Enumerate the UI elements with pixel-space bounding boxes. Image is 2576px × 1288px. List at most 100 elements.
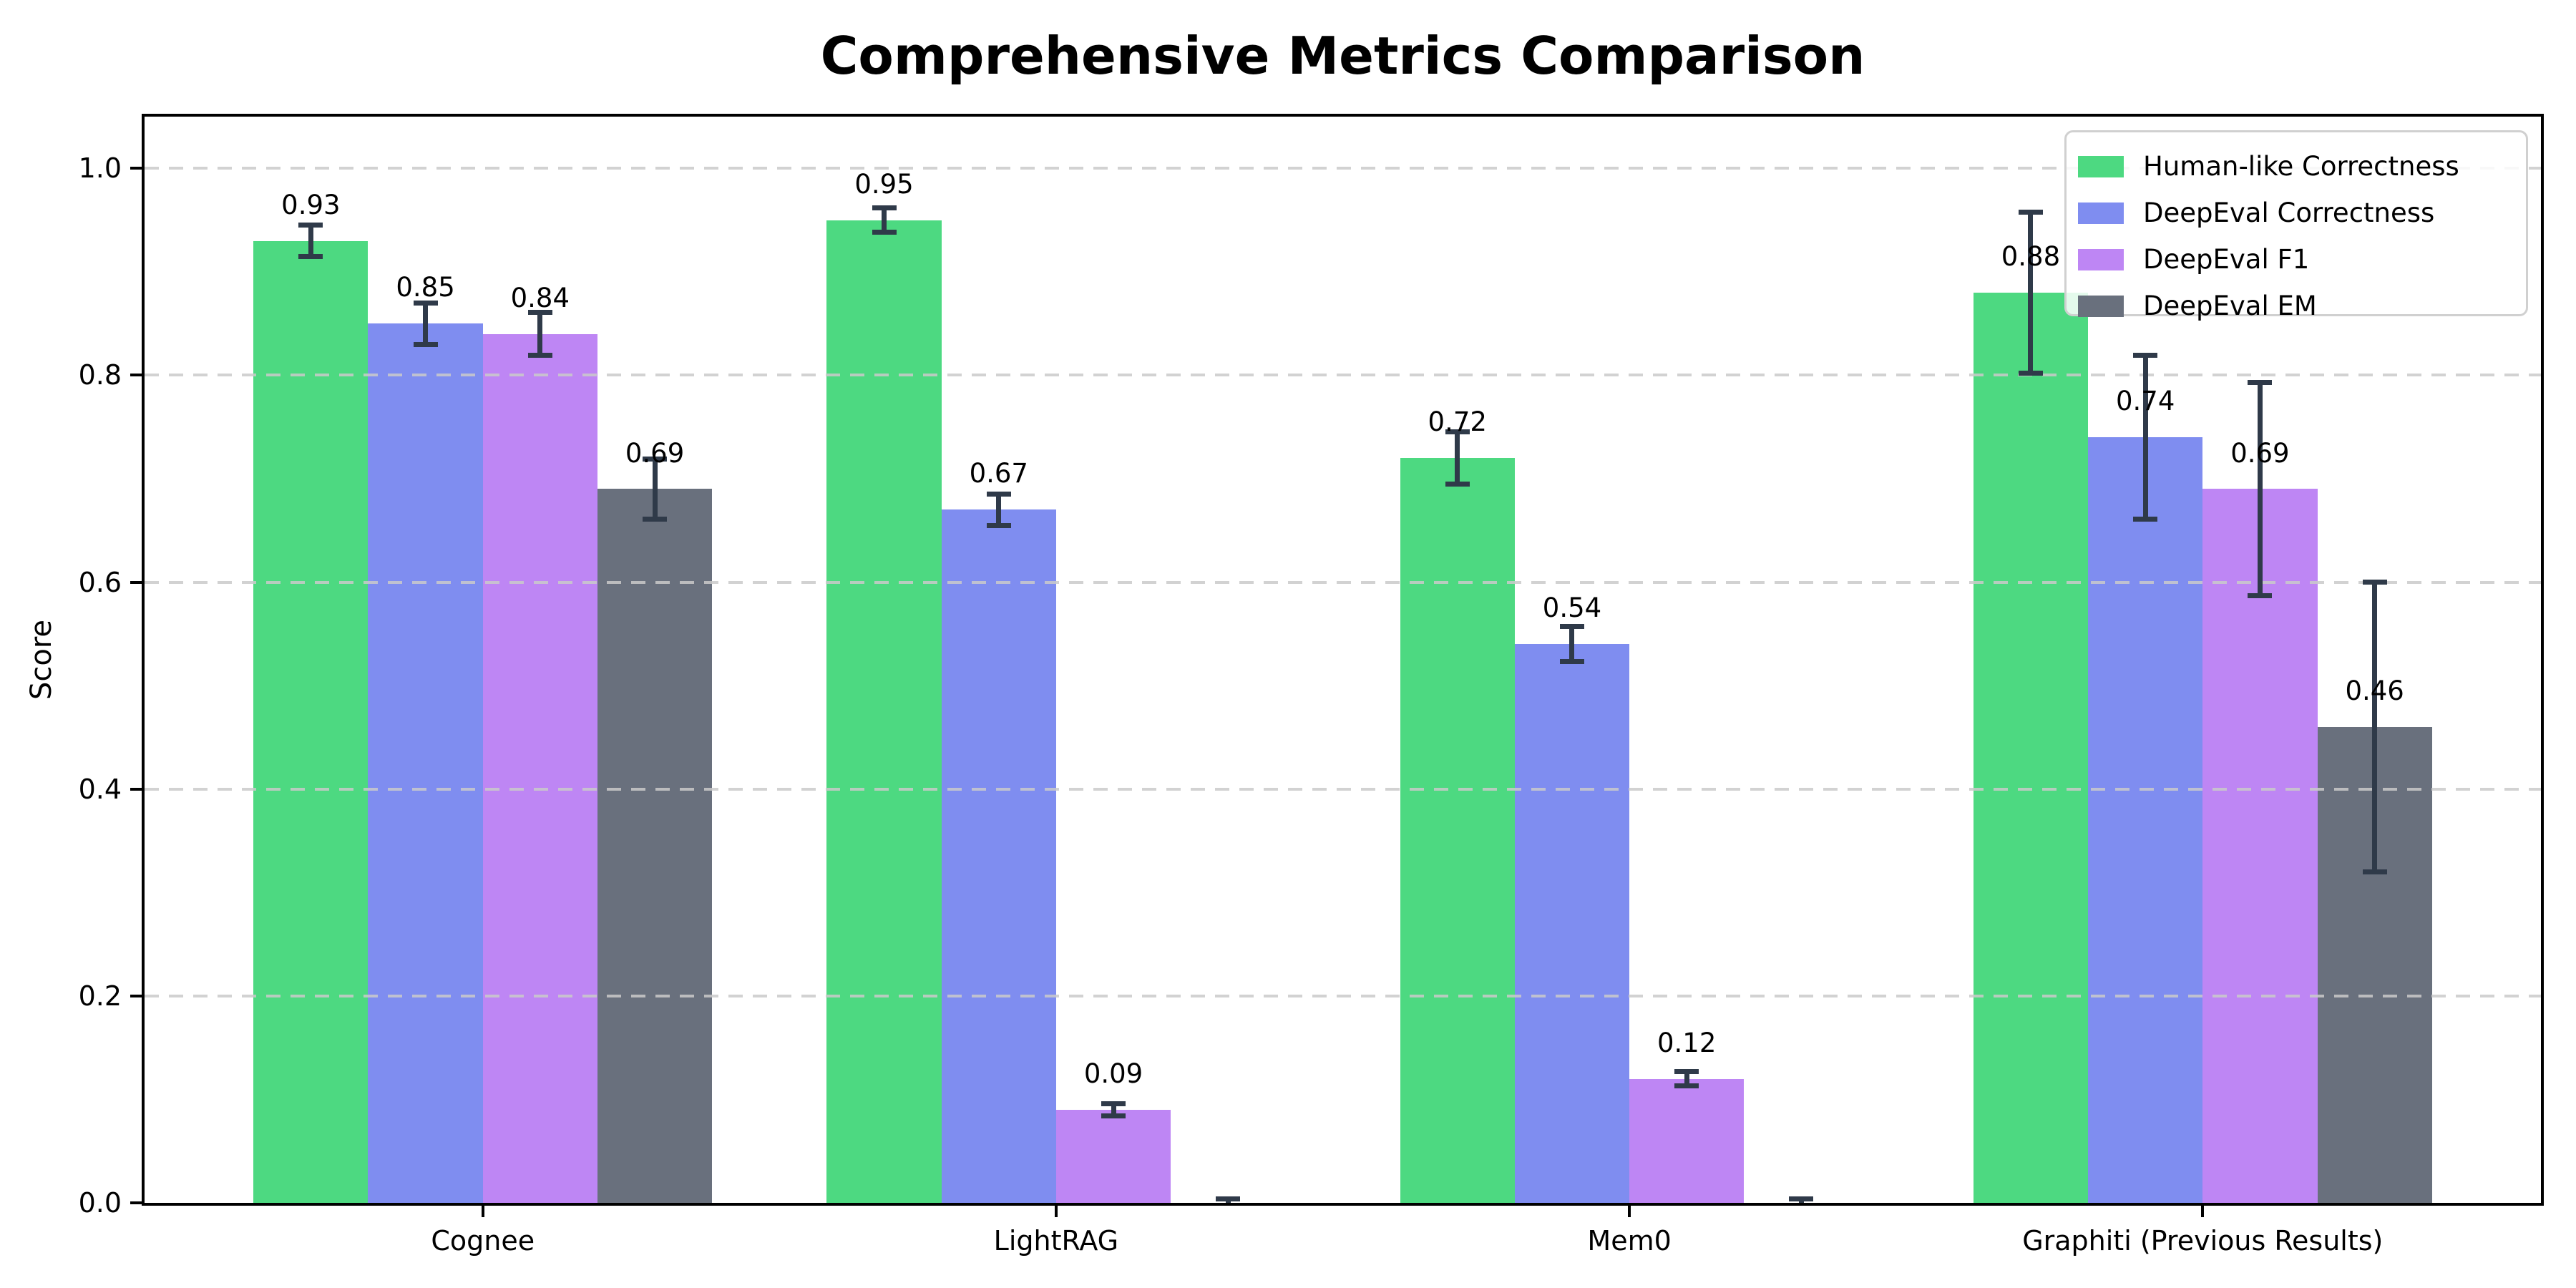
y-tick-label: 0.6: [78, 566, 122, 598]
error-bar-cap: [1789, 1196, 1814, 1201]
bar-value-label: 0.84: [510, 282, 570, 313]
y-tick-mark: [130, 994, 142, 997]
error-bar: [2028, 212, 2034, 374]
error-bar-cap: [413, 341, 438, 347]
bar-value-label: 0.85: [396, 272, 455, 303]
error-bar-cap: [413, 300, 438, 306]
error-bar-cap: [1674, 1083, 1699, 1089]
error-bar-cap: [2018, 209, 2043, 215]
bar-value-label: 0.54: [1542, 592, 1602, 624]
bar: [1629, 1078, 1745, 1203]
legend-label: DeepEval F1: [2143, 244, 2310, 275]
error-bar-cap: [643, 516, 668, 522]
error-bar-cap: [1559, 624, 1584, 630]
bar: [482, 333, 597, 1203]
bar-value-label: 0.93: [281, 189, 341, 220]
error-bar: [2142, 355, 2148, 519]
bar: [1400, 458, 1515, 1203]
error-bar: [1111, 1103, 1116, 1116]
bar-value-label: 0.72: [1428, 406, 1487, 438]
y-tick-mark: [130, 787, 142, 791]
x-tick-mark: [1628, 1206, 1631, 1217]
error-bar: [882, 208, 887, 233]
y-tick-label: 0.2: [78, 980, 122, 1012]
error-bar: [652, 459, 658, 519]
bar: [1055, 1109, 1171, 1203]
error-bar: [1569, 626, 1575, 662]
gridline: [145, 580, 2541, 584]
bar-value-label: 0.09: [1083, 1058, 1143, 1089]
error-bar-cap: [1674, 1068, 1699, 1074]
x-tick-label: Graphiti (Previous Results): [2022, 1225, 2384, 1257]
bar: [1514, 644, 1630, 1203]
legend-swatch: [2078, 155, 2124, 177]
y-axis-label: Score: [25, 619, 58, 701]
y-tick-mark: [130, 374, 142, 377]
error-bar-cap: [2248, 592, 2273, 598]
bar-value-label: 0.74: [2115, 386, 2175, 417]
y-tick-label: 1.0: [78, 152, 122, 185]
legend-item: Human-like Correctness: [2078, 143, 2526, 190]
error-bar-cap: [2362, 869, 2387, 874]
legend-swatch: [2078, 295, 2124, 317]
error-bar: [2257, 382, 2263, 596]
bar: [253, 240, 369, 1203]
bar: [1973, 292, 2089, 1203]
bar-value-label: 0.46: [2345, 675, 2404, 707]
gridline: [145, 994, 2541, 997]
legend-label: DeepEval Correctness: [2143, 197, 2435, 228]
error-bar: [1455, 431, 1460, 484]
error-bar-cap: [1559, 659, 1584, 665]
error-bar: [537, 312, 543, 356]
error-bar-cap: [1445, 429, 1470, 435]
error-bar-cap: [2248, 380, 2273, 386]
y-tick-mark: [130, 167, 142, 170]
y-tick-label: 0.4: [78, 773, 122, 805]
chart-title: Comprehensive Metrics Comparison: [820, 26, 1865, 86]
x-tick-label: Cognee: [431, 1225, 535, 1257]
error-bar-cap: [986, 492, 1011, 497]
error-bar: [2372, 582, 2378, 872]
y-tick-mark: [130, 580, 142, 584]
legend-item: DeepEval F1: [2078, 236, 2526, 283]
y-tick-label: 0.8: [78, 359, 122, 391]
gridline: [145, 374, 2541, 377]
error-bar-cap: [298, 253, 323, 259]
error-bar-cap: [1445, 481, 1470, 487]
y-tick-mark: [130, 1201, 142, 1204]
error-bar-cap: [1216, 1196, 1241, 1201]
error-bar-cap: [2362, 580, 2387, 585]
error-bar: [996, 494, 1002, 526]
error-bar-cap: [527, 309, 552, 315]
legend-swatch: [2078, 248, 2124, 270]
legend-swatch: [2078, 202, 2124, 224]
error-bar-cap: [643, 457, 668, 462]
gridline: [145, 787, 2541, 791]
bar: [2202, 489, 2318, 1203]
error-bar: [308, 225, 313, 257]
x-tick-mark: [481, 1206, 484, 1217]
error-bar-cap: [986, 522, 1011, 528]
x-tick-label: Mem0: [1587, 1225, 1672, 1257]
error-bar-cap: [298, 223, 323, 228]
legend-label: Human-like Correctness: [2143, 151, 2459, 182]
x-tick-mark: [2201, 1206, 2205, 1217]
bar: [826, 220, 942, 1203]
error-bar-cap: [2133, 516, 2158, 522]
legend-label: DeepEval EM: [2143, 291, 2317, 321]
bar-value-label: 0.88: [2001, 240, 2061, 272]
legend-item: DeepEval Correctness: [2078, 190, 2526, 236]
bar-value-label: 0.12: [1657, 1027, 1717, 1058]
error-bar-cap: [527, 353, 552, 358]
error-bar-cap: [872, 205, 897, 210]
legend-item: DeepEval EM: [2078, 283, 2526, 329]
gridline: [145, 167, 2541, 170]
error-bar-cap: [1101, 1101, 1126, 1106]
bar: [368, 323, 483, 1203]
bar-value-label: 0.69: [2230, 437, 2290, 469]
error-bar-cap: [1101, 1113, 1126, 1119]
x-tick-label: LightRAG: [993, 1225, 1119, 1257]
legend: Human-like Correctness DeepEval Correctne…: [2064, 130, 2528, 321]
error-bar-cap: [1216, 1204, 1240, 1206]
bar-value-label: 0.67: [969, 458, 1028, 489]
